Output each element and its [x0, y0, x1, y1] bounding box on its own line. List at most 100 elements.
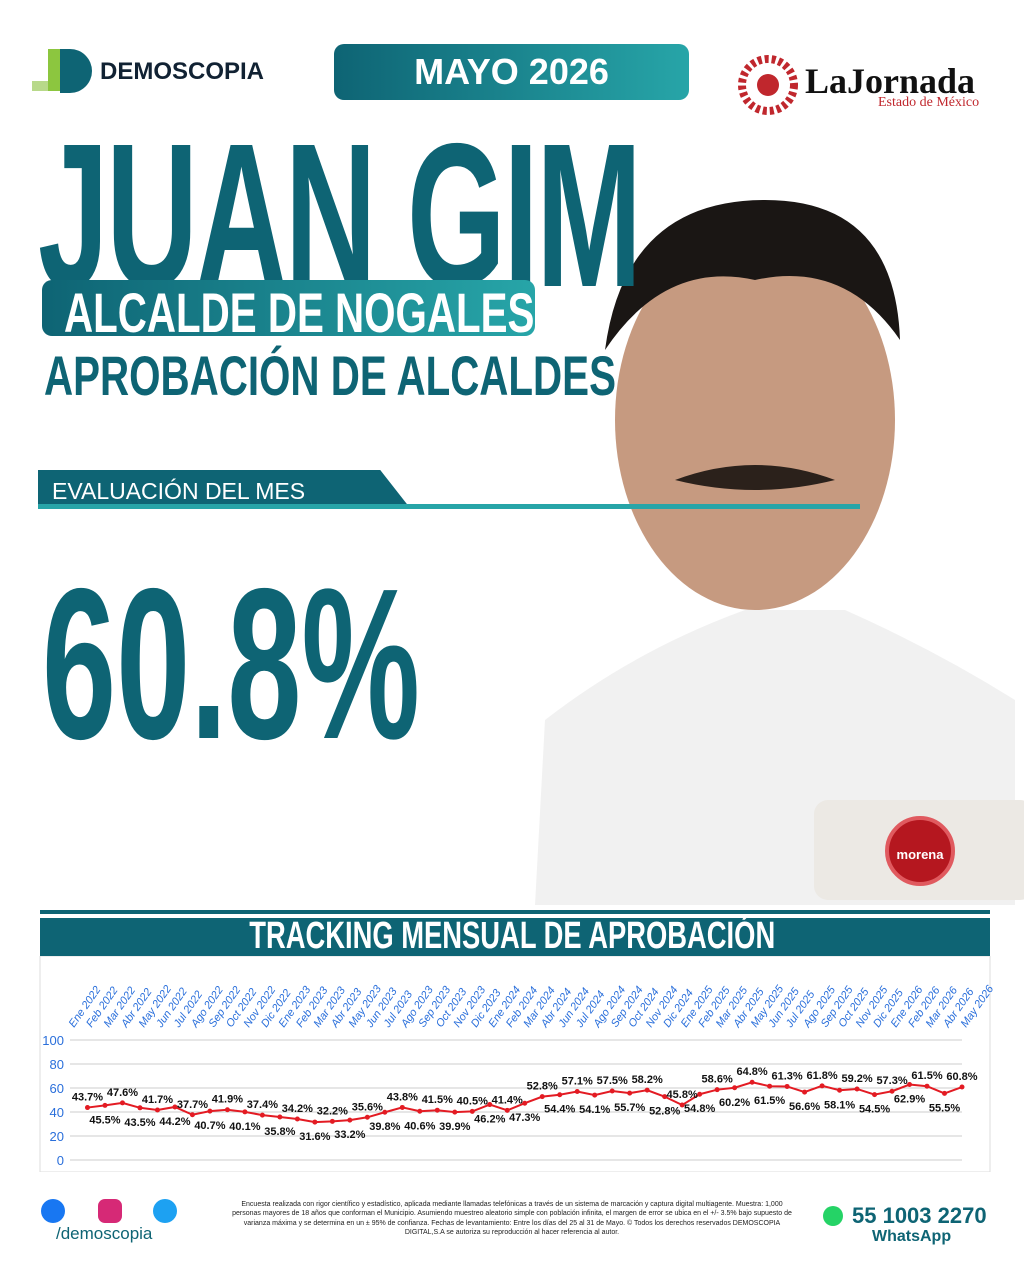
- eval-badge: [38, 470, 410, 508]
- value-label: 57.5%: [597, 1075, 628, 1087]
- point: [854, 1086, 860, 1092]
- y-tick-label: 20: [50, 1129, 64, 1144]
- value-label: 61.5%: [754, 1095, 785, 1107]
- brand-logo: [32, 49, 92, 93]
- value-label: 61.5%: [911, 1070, 942, 1082]
- chart-title-bar: [40, 914, 990, 960]
- point: [417, 1108, 423, 1114]
- phone-label: WhatsApp: [872, 1228, 952, 1245]
- chart-title: TRACKING MENSUAL DE APROBACIÓN: [0, 915, 1024, 958]
- point: [574, 1088, 580, 1094]
- value-label: 61.3%: [771, 1070, 802, 1082]
- value-label: 43.5%: [124, 1117, 155, 1129]
- point: [609, 1088, 615, 1094]
- date-badge: MAYO 2026: [334, 44, 689, 100]
- point: [487, 1102, 493, 1108]
- value-label: 31.6%: [299, 1131, 330, 1143]
- point: [767, 1083, 773, 1089]
- point: [539, 1094, 545, 1100]
- point: [259, 1112, 265, 1118]
- point: [312, 1119, 318, 1125]
- point: [154, 1107, 160, 1113]
- value-label: 62.9%: [894, 1094, 925, 1106]
- value-label: 41.4%: [492, 1094, 523, 1106]
- point: [329, 1118, 335, 1124]
- y-tick-label: 40: [50, 1105, 64, 1120]
- point: [399, 1104, 405, 1110]
- y-tick-label: 80: [50, 1057, 64, 1072]
- point: [592, 1092, 598, 1098]
- point: [557, 1092, 563, 1098]
- value-label: 45.8%: [667, 1089, 698, 1101]
- point: [627, 1090, 633, 1096]
- value-label: 58.6%: [702, 1074, 733, 1086]
- value-label: 52.8%: [527, 1081, 558, 1093]
- value-label: 43.8%: [387, 1091, 418, 1103]
- value-label: 52.8%: [649, 1106, 680, 1118]
- value-label: 64.8%: [737, 1066, 768, 1078]
- value-label: 44.2%: [159, 1116, 190, 1128]
- value-label: 35.8%: [264, 1126, 295, 1138]
- point: [662, 1094, 668, 1100]
- point: [907, 1082, 913, 1088]
- value-label: 54.4%: [544, 1104, 575, 1116]
- point: [119, 1100, 125, 1106]
- point: [364, 1114, 370, 1120]
- brand: DEMOSCOPIA: [100, 58, 265, 85]
- partner-logo: [738, 55, 798, 115]
- point: [679, 1102, 685, 1108]
- role-badge: [42, 280, 535, 336]
- point: [294, 1116, 300, 1122]
- whatsapp-icon: [823, 1206, 843, 1226]
- value-label: 58.1%: [824, 1099, 855, 1111]
- point: [802, 1089, 808, 1095]
- subtitle: APROBACIÓN DE ALCALDES: [44, 343, 838, 408]
- point: [732, 1085, 738, 1091]
- value-label: 43.7%: [72, 1092, 103, 1104]
- value-label: 32.2%: [317, 1105, 348, 1117]
- social: /demoscopia: [56, 1224, 153, 1243]
- point: [347, 1117, 353, 1123]
- point: [872, 1092, 878, 1098]
- value-label: 60.8%: [946, 1071, 977, 1083]
- value-label: 59.2%: [841, 1073, 872, 1085]
- value-label: 41.9%: [212, 1094, 243, 1106]
- point: [889, 1088, 895, 1094]
- point: [84, 1105, 90, 1111]
- chart-title-text: TRACKING MENSUAL DE APROBACIÓN: [249, 915, 775, 957]
- value-label: 33.2%: [334, 1129, 365, 1141]
- value-label: 41.7%: [142, 1094, 173, 1106]
- point: [504, 1107, 510, 1113]
- eval-value: 60.8%: [42, 540, 652, 788]
- value-label: 37.7%: [177, 1099, 208, 1111]
- party-logo: morena: [885, 816, 955, 886]
- value-label: 57.3%: [876, 1075, 907, 1087]
- point: [522, 1100, 528, 1106]
- value-label: 35.6%: [352, 1101, 383, 1113]
- value-label: 55.7%: [614, 1102, 645, 1114]
- point: [469, 1108, 475, 1114]
- value-label: 37.4%: [247, 1099, 278, 1111]
- value-label: 40.5%: [457, 1095, 488, 1107]
- value-label: 39.9%: [439, 1121, 470, 1133]
- point: [697, 1091, 703, 1097]
- eval-rule: [38, 504, 860, 509]
- subtitle-text: APROBACIÓN DE ALCALDES: [44, 344, 616, 407]
- value-label: 46.2%: [474, 1114, 505, 1126]
- point: [819, 1083, 825, 1089]
- value-label: 61.8%: [806, 1070, 837, 1082]
- value-label: 45.5%: [89, 1114, 120, 1126]
- value-label: 54.1%: [579, 1104, 610, 1116]
- point: [242, 1109, 248, 1115]
- value-label: 34.2%: [282, 1103, 313, 1115]
- point: [382, 1109, 388, 1115]
- point: [942, 1090, 948, 1096]
- value-label: 40.6%: [404, 1120, 435, 1132]
- point: [207, 1108, 213, 1114]
- point: [784, 1083, 790, 1089]
- point: [434, 1107, 440, 1113]
- party: morena: [896, 847, 944, 862]
- value-label: 47.6%: [107, 1087, 138, 1099]
